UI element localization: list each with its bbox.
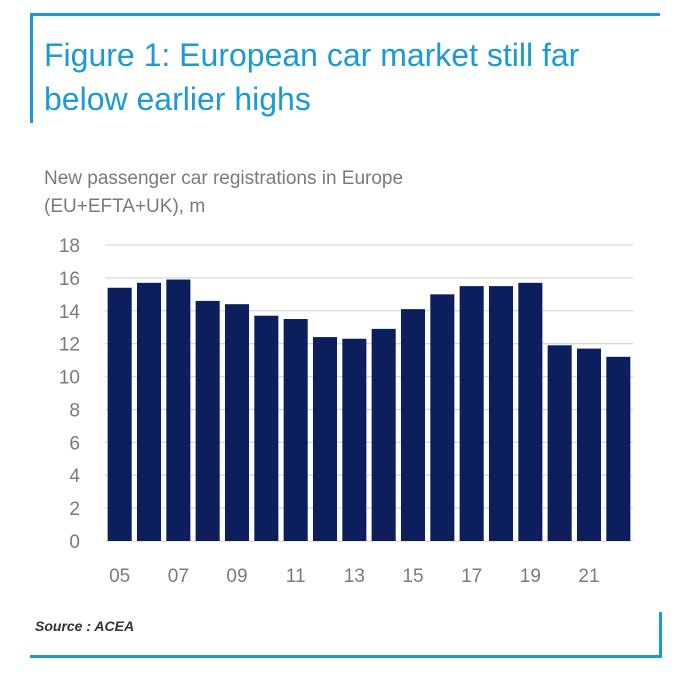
y-tick-label: 12 (59, 335, 80, 356)
bar-17 (459, 286, 484, 541)
bar-10 (254, 315, 279, 541)
subtitle-line-2: (EU+EFTA+UK), m (44, 196, 206, 217)
source-note: Source : ACEA (35, 618, 135, 634)
y-tick-label: 4 (69, 466, 80, 487)
bar-chart: 0 2 4 6 8 10 12 14 16 18 05 07 09 11 13 15 17 19 21 (59, 236, 633, 587)
right-accent-bar (659, 612, 662, 658)
bar-05 (107, 287, 132, 541)
bar-08 (195, 300, 220, 541)
x-tick-label: 15 (402, 566, 423, 587)
bar-22 (606, 356, 631, 541)
top-accent-line (30, 13, 660, 16)
x-tick-label: 07 (168, 566, 189, 587)
bar-09 (224, 304, 250, 541)
x-tick-label: 19 (520, 566, 541, 587)
subtitle-line-1: New passenger car registrations in Europ… (44, 168, 404, 189)
bar-20 (547, 345, 572, 541)
x-tick-label: 21 (578, 566, 599, 587)
bottom-accent-line (30, 655, 662, 658)
bar-07 (166, 279, 191, 541)
y-tick-label: 18 (59, 236, 80, 257)
y-tick-label: 0 (69, 532, 80, 553)
x-tick-label: 17 (461, 566, 482, 587)
y-tick-label: 6 (69, 433, 80, 454)
figure-title: Figure 1: European car market still far … (44, 37, 580, 117)
x-tick-label: 09 (226, 566, 247, 587)
grid-lines (105, 244, 633, 542)
bar-12 (312, 337, 338, 541)
x-tick-label: 05 (109, 566, 130, 587)
x-axis-ticks: 05 07 09 11 13 15 17 19 21 (109, 566, 599, 587)
bar-19 (518, 282, 543, 541)
y-tick-label: 10 (59, 368, 80, 389)
x-tick-label: 13 (344, 566, 365, 587)
bar-18 (488, 286, 514, 541)
bar-11 (283, 319, 308, 541)
left-accent-bar (30, 13, 33, 123)
bars (107, 279, 631, 541)
x-tick-label: 11 (286, 566, 306, 587)
y-tick-label: 14 (59, 302, 81, 323)
chart-subtitle: New passenger car registrations in Europ… (44, 165, 604, 221)
bar-21 (576, 348, 602, 541)
y-axis-ticks: 0 2 4 6 8 10 12 14 16 18 (59, 236, 81, 553)
y-tick-label: 2 (69, 499, 80, 520)
bar-13 (342, 338, 367, 541)
bar-14 (371, 328, 396, 541)
y-tick-label: 8 (69, 400, 80, 421)
bar-16 (430, 294, 455, 541)
y-tick-label: 16 (59, 269, 80, 290)
bar-06 (136, 282, 162, 541)
bar-15 (400, 309, 426, 541)
